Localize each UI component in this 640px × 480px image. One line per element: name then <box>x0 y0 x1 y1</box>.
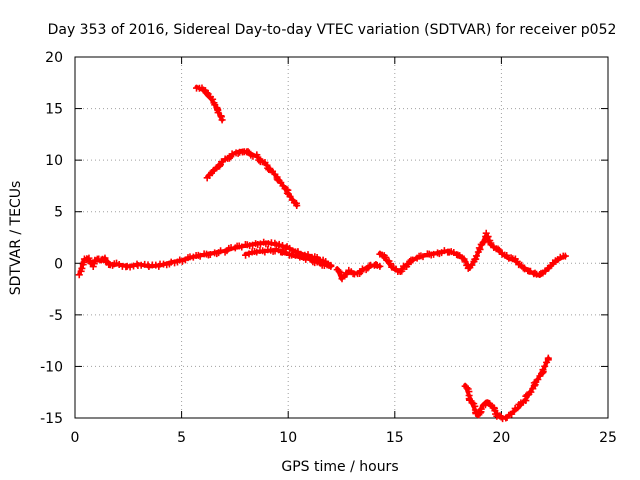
data-point <box>281 248 289 256</box>
data-point <box>218 158 226 166</box>
data-point <box>372 261 380 269</box>
data-series <box>75 84 569 423</box>
data-point <box>387 260 395 268</box>
data-point <box>209 95 217 103</box>
x-tick-label: 25 <box>599 430 617 446</box>
data-point <box>126 263 134 271</box>
y-tick-label: -5 <box>49 308 63 324</box>
data-point <box>78 264 86 272</box>
data-point <box>477 405 485 413</box>
data-point <box>409 256 417 264</box>
x-tick-label: 5 <box>177 430 186 446</box>
data-point <box>145 262 153 270</box>
y-tick-label: 20 <box>45 50 63 66</box>
data-point <box>494 245 502 253</box>
data-point <box>293 202 301 210</box>
series-track-1 <box>75 238 335 279</box>
data-point <box>225 154 233 162</box>
x-tick-label: 0 <box>71 430 80 446</box>
data-point <box>472 252 480 260</box>
data-point <box>85 254 93 262</box>
data-point <box>255 156 263 164</box>
plot-border <box>74 56 609 419</box>
y-tick-label: 0 <box>54 256 63 272</box>
data-point <box>335 267 343 275</box>
series-track-2 <box>242 246 335 270</box>
x-tick-label: 10 <box>279 430 297 446</box>
series-track-7 <box>203 148 301 210</box>
data-point <box>561 252 569 260</box>
y-axis-label: SDTVAR / TECUs <box>8 181 24 296</box>
data-point <box>495 246 503 254</box>
y-tick-label: 5 <box>54 205 63 221</box>
data-point <box>376 262 384 270</box>
data-point <box>323 261 331 269</box>
data-point <box>484 233 492 241</box>
x-axis: 0 5 10 15 20 25 <box>71 57 617 446</box>
data-point <box>531 269 539 277</box>
data-point <box>234 149 242 157</box>
data-point <box>544 354 552 362</box>
x-tick-label: 20 <box>492 430 510 446</box>
data-point <box>279 242 287 250</box>
chart-grid <box>75 57 608 418</box>
series-track-4 <box>376 229 569 278</box>
data-point <box>203 89 211 97</box>
data-point <box>463 384 471 392</box>
series-track-3 <box>333 261 384 283</box>
data-point <box>327 262 335 270</box>
data-point <box>253 248 261 256</box>
chart-title: Day 353 of 2016, Sidereal Day-to-day VTE… <box>48 22 617 38</box>
data-point <box>249 152 257 160</box>
x-axis-label: GPS time / hours <box>281 459 398 475</box>
data-point <box>536 270 544 278</box>
y-tick-label: -15 <box>40 411 63 427</box>
data-point <box>218 116 226 124</box>
data-point <box>244 148 252 156</box>
data-point <box>217 247 225 255</box>
plot-frame <box>74 56 609 419</box>
series-track-6 <box>193 84 226 124</box>
y-tick-label: 10 <box>45 153 63 169</box>
series-line <box>377 232 568 278</box>
y-tick-label: -10 <box>40 359 63 375</box>
data-point <box>440 247 448 255</box>
data-point <box>419 253 427 261</box>
data-point <box>514 404 522 412</box>
series-track-5 <box>461 354 552 423</box>
data-point <box>242 251 250 259</box>
y-axis: -15 -10 -5 0 5 10 15 20 <box>40 50 608 427</box>
y-tick-label: 15 <box>45 102 63 118</box>
data-point <box>541 362 549 370</box>
data-point <box>102 257 110 265</box>
data-point <box>519 264 527 272</box>
data-point <box>196 252 204 260</box>
data-point <box>137 261 145 269</box>
data-point <box>430 250 438 258</box>
data-point <box>216 162 224 170</box>
data-point <box>206 250 214 258</box>
data-point <box>133 260 141 268</box>
data-point <box>343 270 351 278</box>
data-point <box>228 150 236 158</box>
data-point <box>238 243 246 251</box>
x-tick-label: 15 <box>386 430 404 446</box>
series-line <box>205 148 299 208</box>
data-point <box>291 251 299 259</box>
